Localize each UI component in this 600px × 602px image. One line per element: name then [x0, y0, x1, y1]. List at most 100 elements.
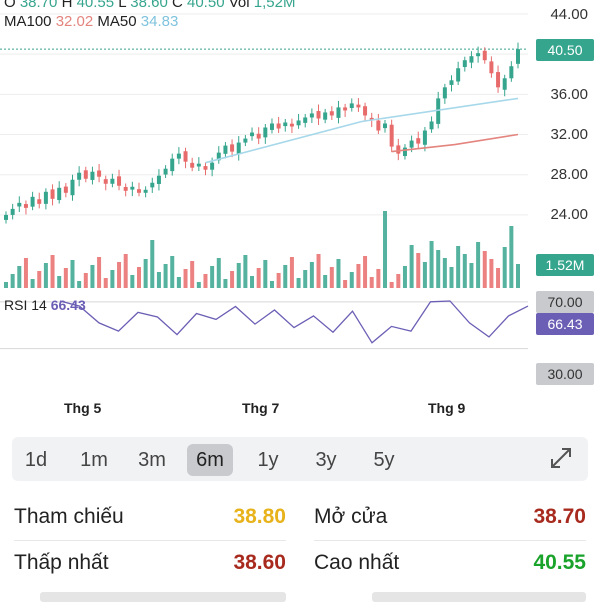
candle-body [442, 87, 447, 99]
rsi-lower-tag: 30.00 [536, 363, 594, 385]
tab-1m[interactable]: 1m [80, 449, 108, 471]
candle-body [250, 132, 255, 137]
high-price-value: 40.55 [533, 551, 586, 574]
candle-body [509, 66, 514, 79]
candle-body [117, 176, 122, 186]
volume-bar [502, 247, 507, 288]
volume-bar [283, 265, 288, 288]
candle-body [323, 112, 328, 120]
volume-bar [269, 281, 274, 288]
candle-body [256, 133, 261, 139]
volume-bar [223, 279, 228, 288]
volume-bar [303, 270, 308, 288]
candle-body [210, 162, 215, 170]
candle-body [103, 179, 108, 184]
volume-bar [90, 265, 95, 288]
candle-body [243, 138, 248, 143]
volume-bar [23, 258, 28, 288]
rsi-value-tag: 66.43 [536, 313, 594, 335]
volume-bar [57, 276, 62, 288]
chart-canvas[interactable] [0, 0, 600, 390]
candle-body [263, 127, 268, 138]
tab-3m[interactable]: 3m [138, 449, 166, 471]
rsi-value: 66.43 [50, 297, 86, 313]
price-tick-44: 44.00 [550, 6, 588, 23]
candle-body [343, 107, 348, 111]
low-price-value: 38.60 [233, 551, 286, 574]
volume-bar [10, 274, 15, 288]
volume-bar [309, 262, 314, 288]
volume-bar [516, 264, 520, 288]
candle-body [482, 50, 487, 61]
candle-body [329, 111, 334, 116]
tab-3y[interactable]: 3y [315, 449, 337, 471]
price-chart[interactable]: O 38.70 H 40.55 L 38.60 C 40.50 Vol 1,52… [0, 0, 600, 390]
ma100-key: MA100 [4, 13, 52, 30]
volume-bar [176, 277, 181, 288]
open-value: 38.70 [19, 0, 58, 11]
ma50-line [205, 97, 519, 164]
volume-bar [289, 257, 294, 288]
volume-bar [422, 262, 427, 288]
candle-body [4, 214, 8, 220]
tab-1y[interactable]: 1y [257, 449, 279, 471]
candle-body [383, 123, 388, 129]
candle-body [469, 56, 474, 63]
candle-body [369, 117, 374, 121]
tab-5y[interactable]: 5y [373, 449, 395, 471]
bottom-bar [40, 592, 286, 602]
candle-body [30, 196, 35, 207]
volume-bar [329, 267, 334, 288]
candle-body [516, 49, 520, 64]
candle-body [356, 104, 361, 108]
high-key: H [61, 0, 73, 11]
candle-body [123, 186, 128, 191]
candle-body [83, 170, 88, 179]
candle-body [230, 144, 235, 152]
candle-body [502, 78, 507, 90]
volume-bar [402, 266, 407, 288]
volume-bar [276, 273, 281, 288]
volume-bar [43, 263, 48, 288]
volume-bar [17, 266, 22, 288]
volume-bar [436, 250, 441, 288]
volume-bar [316, 254, 321, 288]
timeframe-tabs: 1d 1m 3m 6m 1y 3y 5y [12, 437, 588, 481]
candle-body [303, 117, 308, 123]
divider [14, 540, 286, 541]
candle-body [43, 191, 48, 204]
volume-bar [263, 260, 268, 288]
volume-bar [190, 261, 195, 288]
low-value: 38.60 [130, 0, 168, 11]
volume-bar [323, 275, 328, 288]
volume-bar [509, 226, 514, 288]
candle-body [296, 120, 301, 126]
candle-body [150, 182, 155, 188]
volume-bar [97, 257, 102, 288]
candle-body [183, 151, 188, 162]
candle-body [57, 187, 62, 201]
candle-body [289, 123, 294, 127]
candle-body [136, 189, 141, 193]
tab-6m[interactable]: 6m [187, 444, 233, 476]
rsi-readout: RSI 14 66.43 [4, 297, 86, 313]
candle-body [70, 179, 75, 196]
volume-bar [389, 282, 394, 288]
volume-bar [130, 275, 135, 288]
ma-readout: MA100 32.02 MA50 34.83 [4, 13, 178, 30]
candle-body [363, 106, 368, 116]
expand-icon[interactable] [548, 445, 574, 471]
ma100-value: 32.02 [55, 13, 94, 30]
candle-body [176, 153, 181, 159]
volume-bar [103, 278, 108, 288]
volume-bar [143, 259, 148, 288]
volume-bar [356, 264, 361, 288]
rsi-upper-tag: 70.00 [536, 291, 594, 313]
volume-bar [117, 262, 122, 288]
volume-bar [77, 281, 82, 288]
volume-value: 1,52M [253, 0, 296, 11]
candle-body [409, 140, 414, 148]
tab-1d[interactable]: 1d [24, 449, 48, 471]
candle-body [489, 61, 494, 74]
candle-body [77, 172, 82, 180]
